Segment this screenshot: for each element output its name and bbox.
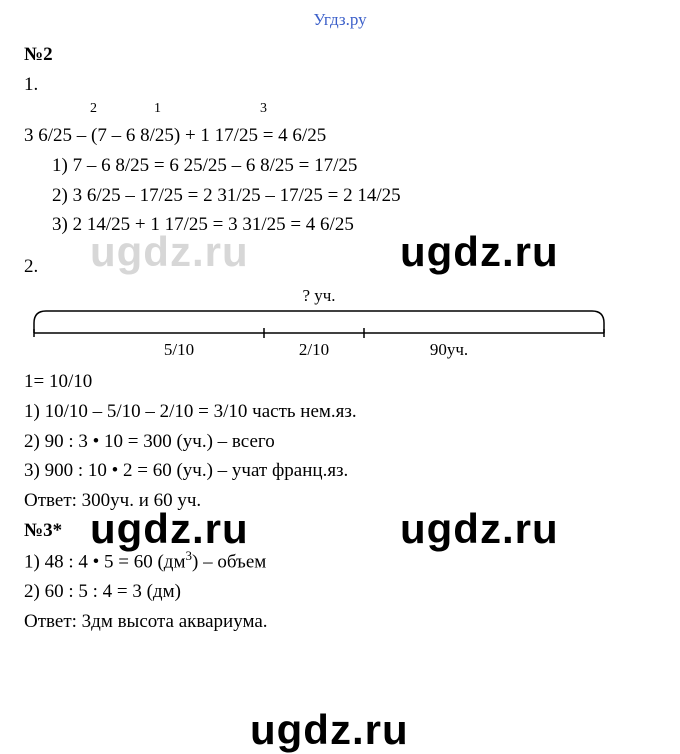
part1-label: 1. bbox=[24, 72, 656, 98]
step-1: 1) 7 – 6 8/25 = 6 25/25 – 6 8/25 = 17/25 bbox=[24, 153, 656, 179]
p3-answer: Ответ: 3дм высота аквариума. bbox=[24, 609, 656, 635]
p2-line-3: 3) 900 : 10 • 2 = 60 (уч.) – учат франц.… bbox=[24, 458, 656, 484]
p3-line-0: 1) 48 : 4 • 5 = 60 (дм3) – объем bbox=[24, 547, 656, 575]
problem3-heading: №3* bbox=[24, 518, 656, 544]
problem2-heading: №2 bbox=[24, 42, 656, 68]
annotation-row: 2 1 3 bbox=[24, 101, 656, 119]
annot-3: 3 bbox=[260, 101, 267, 117]
annot-1: 1 bbox=[154, 101, 161, 117]
svg-text:5/10: 5/10 bbox=[164, 340, 194, 359]
svg-text:2/10: 2/10 bbox=[299, 340, 329, 359]
step-2: 2) 3 6/25 – 17/25 = 2 31/25 – 17/25 = 2 … bbox=[24, 183, 656, 209]
step-3: 3) 2 14/25 + 1 17/25 = 3 31/25 = 4 6/25 bbox=[24, 212, 656, 238]
segments-diagram: ? уч. 5/10 2/10 90уч. bbox=[24, 285, 614, 365]
svg-text:90уч.: 90уч. bbox=[430, 340, 468, 359]
part2-label: 2. bbox=[24, 254, 656, 280]
p2-answer: Ответ: 300уч. и 60 уч. bbox=[24, 488, 656, 514]
p2-line-2: 2) 90 : 3 • 10 = 300 (уч.) – всего bbox=[24, 429, 656, 455]
watermark: ugdz.ru bbox=[250, 706, 409, 754]
annot-2: 2 bbox=[90, 101, 97, 117]
main-expression: 3 6/25 – (7 – 6 8/25) + 1 17/25 = 4 6/25 bbox=[24, 123, 656, 149]
p2-line-0: 1= 10/10 bbox=[24, 369, 656, 395]
p2-line-1: 1) 10/10 – 5/10 – 2/10 = 3/10 часть нем.… bbox=[24, 399, 656, 425]
site-header: Угдз.ру bbox=[24, 10, 656, 30]
p3-line-1: 2) 60 : 5 : 4 = 3 (дм) bbox=[24, 579, 656, 605]
svg-text:? уч.: ? уч. bbox=[302, 286, 335, 305]
